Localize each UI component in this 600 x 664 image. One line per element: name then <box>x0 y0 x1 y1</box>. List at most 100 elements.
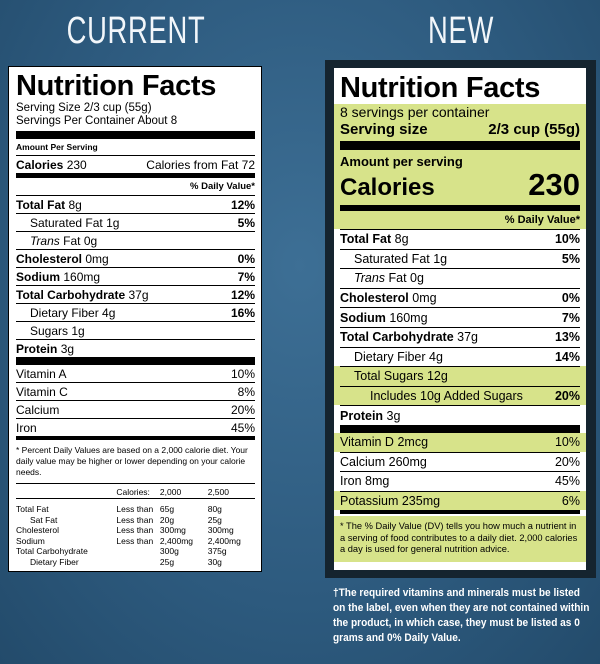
daily-value: 5% <box>561 251 580 266</box>
calories-value: 230 <box>528 167 580 202</box>
servings: 8 servings per container <box>340 104 490 120</box>
table-cell <box>116 546 160 557</box>
nutrient-row: Sodium 160mg 7% <box>340 307 580 327</box>
daily-value: 6% <box>561 494 580 509</box>
calories-value: 230 <box>66 157 87 172</box>
nutrient-name: Includes 10g Added Sugars <box>370 389 523 404</box>
daily-values-table: Calories: 2,000 2,500 Total Fat Less than 65… <box>16 487 255 567</box>
highlight: Vitamin D 2mcg 10% <box>334 432 586 452</box>
rule <box>16 357 255 365</box>
nutrient: Total Carbohydrate 37g <box>16 288 149 302</box>
nutrient-name: Protein <box>16 341 58 356</box>
table-cell: Sat Fat <box>30 514 58 525</box>
nutrient: Sugars 1g <box>16 324 85 338</box>
heading-current: CURRENT <box>66 10 206 52</box>
nutrient-name: Sodium <box>16 269 60 284</box>
vitamin-row: Calcium 20% <box>16 400 255 418</box>
rule <box>16 436 255 440</box>
table-cell <box>116 557 160 568</box>
footnote: * Percent Daily Values are based on a 2,… <box>16 445 248 477</box>
nutrient: Cholesterol 0mg <box>340 291 437 305</box>
daily-value: 13% <box>554 330 580 345</box>
vitamin-row: Vitamin A 10% <box>16 365 255 382</box>
nutrient: Dietary Fiber 4g <box>340 350 443 364</box>
nutrient-amount: 160mg <box>389 310 428 325</box>
calories-row: Calories 230 <box>340 167 580 203</box>
vitamin-name: Calcium <box>340 454 386 469</box>
daily-value-header: % Daily Value* <box>16 178 255 195</box>
vitamin: Potassium 235mg <box>340 494 440 508</box>
nutrient-row: Saturated Fat 1g 5% <box>16 213 255 231</box>
vitamin-row: Iron 8mg 45% <box>340 471 580 491</box>
nutrient-amount: 8g <box>68 197 82 212</box>
nutrient-amount: 8g <box>394 232 409 247</box>
table-cell: 2,400mg <box>159 535 194 546</box>
heading-new: NEW <box>428 10 494 52</box>
nutrient-amount: 160mg <box>63 269 101 284</box>
table-cell: Less than <box>116 535 154 546</box>
vitamin-name: Vitamin C <box>16 384 68 399</box>
serving-size-label: Serving size <box>340 121 428 138</box>
vitamin-row: Vitamin D 2mcg 10% <box>340 433 580 452</box>
nutrient-amount: 0mg <box>85 251 109 266</box>
nutrient-amount: 3g <box>60 341 75 356</box>
nutrient-amount: 37g <box>128 287 149 302</box>
table-cell: 80g <box>207 504 222 514</box>
table-cell: Dietary Fiber <box>30 556 79 567</box>
daily-value: 10% <box>230 366 255 381</box>
daily-value: 20% <box>230 402 255 417</box>
nutrient: Sodium 160mg <box>16 270 100 284</box>
nutrient-row: Dietary Fiber 4g 16% <box>16 303 255 321</box>
vitamin-amount: 260mg <box>388 454 427 469</box>
nutrient: Protein 3g <box>340 409 400 423</box>
amount-per-serving: Amount Per Serving <box>16 142 98 152</box>
nutrient-amount: 4g <box>102 305 116 320</box>
table-row: Dietary Fiber 25g 30g <box>16 557 255 568</box>
table-row: Total Carbohydrate 300g 375g <box>16 546 255 557</box>
nutrient: Cholesterol 0mg <box>16 252 109 266</box>
highlight: Includes 10g Added Sugars 20% <box>334 385 586 406</box>
calories-from-fat: Calories from Fat 72 <box>146 157 255 172</box>
daily-value: % Daily Value* <box>504 214 580 226</box>
nutrient: Total Carbohydrate 37g <box>340 330 478 344</box>
highlight: Potassium 235mg 6% <box>334 490 586 511</box>
nutrient: Dietary Fiber 4g <box>16 306 115 320</box>
vitamin-row: Iron 45% <box>16 418 255 436</box>
vitamin-amount: 2mcg <box>397 435 429 450</box>
rule <box>340 424 580 433</box>
table-cell: Less than <box>116 525 154 535</box>
nutrient-name: Dietary Fiber <box>30 305 99 320</box>
nutrient: Protein 3g <box>16 342 74 356</box>
table-cell: 25g <box>159 556 175 567</box>
vitamin-row: Potassium 235mg 6% <box>340 490 580 511</box>
daily-value: 7% <box>237 269 255 284</box>
label-title: Nutrition Facts <box>16 70 217 102</box>
table-cell: 300mg <box>207 525 234 535</box>
nutrient-name: Sodium <box>340 310 386 325</box>
nutrient-name: Trans <box>30 233 60 248</box>
nutrient-row: Dietary Fiber 4g 14% <box>340 346 580 367</box>
nutrient-name: Saturated Fat <box>354 251 430 266</box>
table-header: 2,000 <box>159 487 182 497</box>
footnote: †The required vitamins and minerals must… <box>333 587 590 644</box>
nutrient-row: Saturated Fat 1g 5% <box>340 248 580 269</box>
daily-value: 12% <box>230 197 255 212</box>
nutrient: Saturated Fat 1g <box>340 252 447 266</box>
table-row: Sat Fat Less than 20g 25g <box>16 515 255 526</box>
nutrient-amount: 37g <box>457 330 479 345</box>
nutrient-row: Trans Fat 0g <box>16 231 255 249</box>
nutrient-amount: Fat 0g <box>63 233 98 248</box>
nutrient-name: Total Fat <box>16 197 66 212</box>
daily-value: 0% <box>561 291 580 306</box>
vitamin-row: Calcium 260mg 20% <box>340 451 580 472</box>
nutrient-row: Includes 10g Added Sugars 20% <box>340 385 580 406</box>
nutrient-row: Cholesterol 0mg 0% <box>340 287 580 308</box>
vitamin-row: Vitamin C 8% <box>16 382 255 400</box>
nutrient: Sodium 160mg <box>340 311 428 325</box>
rule <box>16 131 255 139</box>
footnote: * The % Daily Value (DV) tells you how m… <box>334 516 586 562</box>
nutrient: Total Sugars 12g <box>340 369 448 383</box>
nutrient-row: Total Fat 8g 12% <box>16 195 255 213</box>
calories-row: Calories 230 Calories from Fat 72 <box>16 155 255 173</box>
